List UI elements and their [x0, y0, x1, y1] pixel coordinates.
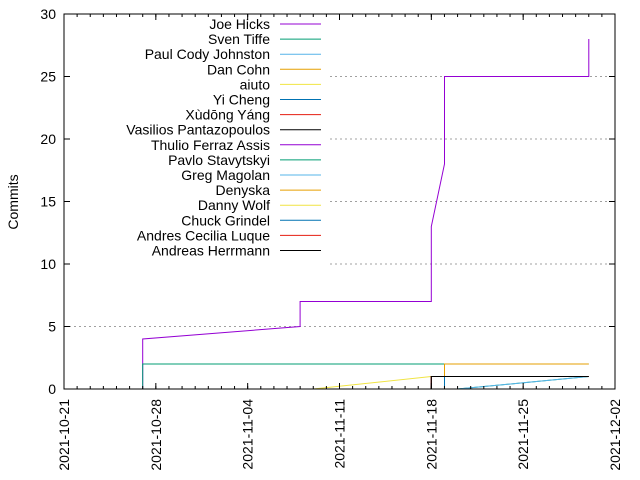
legend-label: Danny Wolf: [198, 197, 270, 213]
legend-label: Andres Cecilia Luque: [137, 227, 270, 243]
axes: 0 5 10 15 20 25 30 2021-10-21 2021-10-28 2021-11-…: [40, 6, 623, 471]
x-tick-label: 2021-10-21: [56, 399, 72, 471]
x-tick-label: 2021-11-04: [240, 399, 256, 470]
legend-label: Yi Cheng: [213, 92, 270, 108]
y-axis-title: Commits: [5, 174, 21, 229]
y-tick-label: 30: [40, 6, 56, 22]
y-tick-label: 20: [40, 131, 56, 147]
series-line: [142, 39, 590, 389]
x-tick-label: 2021-11-18: [423, 399, 439, 470]
x-tick-label: 2021-12-02: [607, 399, 623, 471]
series-line: [142, 363, 445, 389]
y-tick-label: 10: [40, 256, 56, 272]
plot-frame: [63, 13, 616, 390]
legend-label: Vasilios Pantazopoulos: [126, 122, 270, 138]
legend-label: Joe Hicks: [209, 16, 270, 32]
legend-label: Denyska: [216, 182, 271, 198]
legend-label: Sven Tiffe: [208, 31, 270, 47]
legend-label: Andreas Herrmann: [152, 243, 270, 259]
y-tick-label: 15: [40, 194, 56, 210]
legend-label: Paul Cody Johnston: [145, 46, 270, 62]
legend-label: Xùdōng Yáng: [185, 107, 270, 123]
series-line: [457, 376, 589, 390]
y-tick-label: 5: [48, 319, 56, 335]
legend-label: Dan Cohn: [207, 61, 270, 77]
x-tick-label: 2021-11-25: [515, 399, 531, 470]
y-tick-label: 0: [48, 381, 56, 397]
x-tick-label: 2021-11-11: [332, 399, 348, 469]
legend-label: Greg Magolan: [181, 167, 270, 183]
grid-lines: [64, 76, 615, 327]
legend-label: Pavlo Stavytskyi: [168, 152, 270, 168]
y-tick-label: 25: [40, 69, 56, 85]
legend-label: aiuto: [240, 76, 271, 92]
series-lines: [142, 39, 590, 390]
legend-label: Chuck Grindel: [181, 212, 270, 228]
legend-label: Thulio Ferraz Assis: [151, 137, 270, 153]
series-line: [313, 376, 589, 390]
x-tick-label: 2021-10-28: [148, 399, 164, 471]
